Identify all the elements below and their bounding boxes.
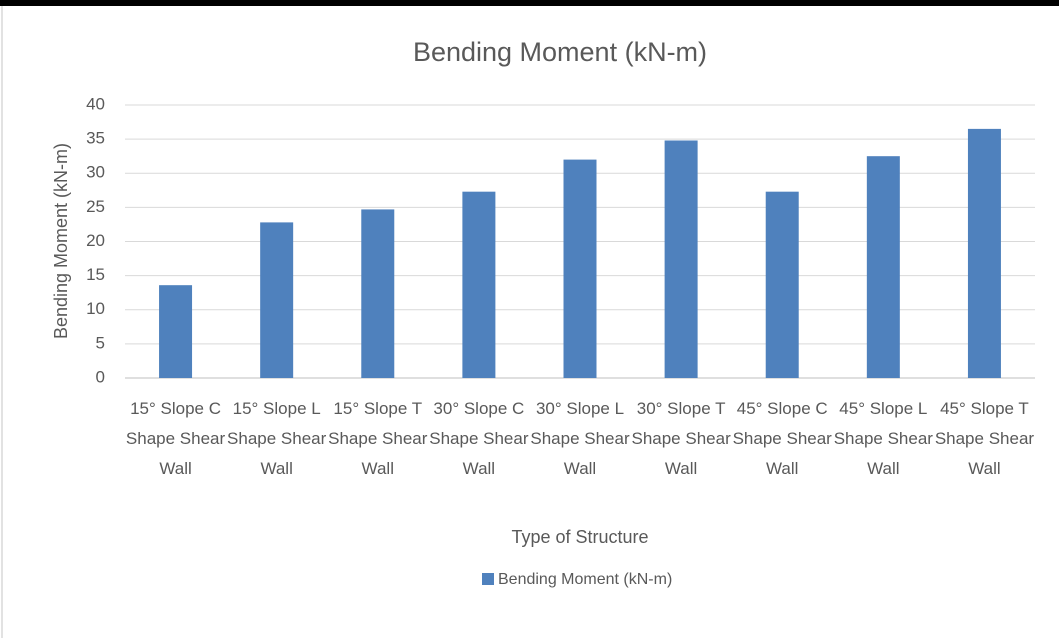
x-tick-label: 30° Slope T Shape Shear Wall: [631, 399, 731, 478]
x-tick-label: 45° Slope L Shape Shear Wall: [833, 399, 933, 478]
x-tick-label: 45° Slope T Shape Shear Wall: [934, 399, 1035, 478]
y-tick-label: 35: [86, 129, 105, 148]
bar: [967, 128, 1001, 378]
x-tick-label: 30° Slope L Shape Shear Wall: [530, 399, 630, 478]
legend-swatch: [482, 573, 494, 585]
y-tick-label: 5: [96, 333, 105, 352]
bar: [159, 285, 193, 378]
y-tick-label: 15: [86, 265, 105, 284]
bar: [462, 191, 496, 378]
bar: [260, 222, 294, 378]
y-tick-label: 40: [86, 94, 105, 113]
y-tick-label: 10: [86, 299, 105, 318]
y-tick-label: 20: [86, 231, 105, 250]
chart-title: Bending Moment (kN-m): [413, 37, 707, 67]
x-tick-label: 30° Slope C Shape Shear Wall: [429, 399, 529, 478]
x-axis-title: Type of Structure: [511, 527, 648, 547]
bar: [664, 140, 698, 378]
bar: [866, 156, 900, 378]
y-axis-title: Bending Moment (kN-m): [51, 143, 71, 339]
bar: [765, 191, 799, 378]
y-tick-label: 25: [86, 197, 105, 216]
bar: [361, 209, 395, 378]
x-tick-label: 15° Slope T Shape Shear Wall: [328, 399, 428, 478]
y-tick-label: 30: [86, 163, 105, 182]
x-tick-label: 45° Slope C Shape Shear Wall: [732, 399, 832, 478]
x-tick-label: 15° Slope C Shape Shear Wall: [125, 399, 226, 478]
x-tick-label: 15° Slope L Shape Shear Wall: [227, 399, 327, 478]
top-border: [0, 0, 1059, 6]
bar: [563, 159, 597, 378]
legend-label: Bending Moment (kN-m): [498, 571, 672, 588]
y-tick-label: 0: [96, 367, 105, 386]
